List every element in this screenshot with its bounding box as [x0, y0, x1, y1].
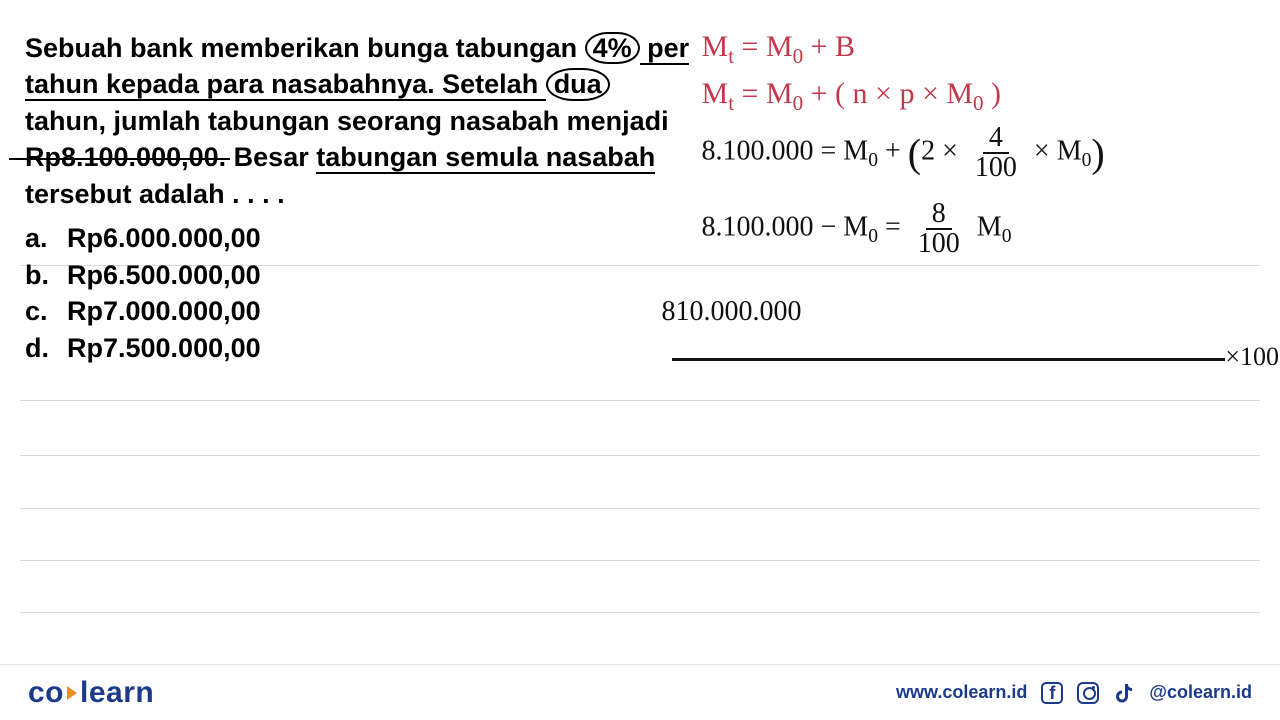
- option-a: a. Rp6.000.000,00: [25, 220, 702, 256]
- working-column: Mt = M0 + B Mt = M0 + ( n × p × M0 ) 8.1…: [702, 30, 1256, 366]
- opt-a-value: Rp6.000.000,00: [67, 220, 261, 256]
- opt-c-value: Rp7.000.000,00: [67, 293, 261, 329]
- instagram-icon[interactable]: [1077, 682, 1099, 704]
- opt-d-letter: d.: [25, 330, 67, 366]
- multiply-rule-line: [672, 358, 1226, 361]
- footer-right: www.colearn.id f @colearn.id: [896, 682, 1252, 704]
- footer: colearn www.colearn.id f @colearn.id: [0, 664, 1280, 720]
- q-line3: tahun, jumlah tabungan seorang nasabah m…: [25, 106, 669, 136]
- opt-b-letter: b.: [25, 257, 67, 293]
- q-line1-pre: Sebuah bank memberikan bunga tabungan: [25, 33, 585, 63]
- facebook-icon[interactable]: f: [1041, 682, 1063, 704]
- q-line4-post: Besar: [226, 142, 316, 172]
- formula-mt-b: Mt = M0 + B: [702, 30, 1256, 69]
- options-list: a. Rp6.000.000,00 b. Rp6.500.000,00 c. R…: [25, 220, 702, 366]
- q-line4-underlined: tabungan semula nasabah: [316, 142, 655, 174]
- circled-4pct: 4%: [585, 32, 640, 64]
- question-column: Sebuah bank memberikan bunga tabungan 4%…: [25, 30, 702, 366]
- q-line2-pre: tahun kepada para nasabahnya. Setelah: [25, 69, 546, 101]
- equation-substitution: 8.100.000 = M0 + (2 × 4100 × M0): [702, 124, 1256, 182]
- q-line4-strike: Rp8.100.000,00.: [25, 142, 226, 172]
- q-line1-post: per: [640, 33, 690, 65]
- opt-b-value: Rp6.500.000,00: [67, 257, 261, 293]
- opt-c-letter: c.: [25, 293, 67, 329]
- footer-url[interactable]: www.colearn.id: [896, 682, 1027, 703]
- logo-triangle-icon: [67, 686, 77, 700]
- formula-mt-expanded: Mt = M0 + ( n × p × M0 ): [702, 77, 1256, 116]
- q-line5: tersebut adalah . . . .: [25, 179, 285, 209]
- equation-rearranged: 8.100.000 − M0 = 8100 M0: [702, 200, 1256, 258]
- tiktok-icon[interactable]: [1113, 682, 1135, 704]
- opt-d-value: Rp7.500.000,00: [67, 330, 261, 366]
- result-810m: 810.000.000: [662, 296, 1256, 328]
- times-100-label: ×100: [1225, 342, 1279, 372]
- colearn-logo: colearn: [28, 676, 154, 710]
- footer-handle[interactable]: @colearn.id: [1149, 682, 1252, 703]
- opt-a-letter: a.: [25, 220, 67, 256]
- option-b: b. Rp6.500.000,00: [25, 257, 702, 293]
- circled-dua: dua: [546, 68, 610, 100]
- logo-learn: learn: [80, 676, 154, 709]
- option-c: c. Rp7.000.000,00: [25, 293, 702, 329]
- logo-co: co: [28, 676, 64, 709]
- option-d: d. Rp7.500.000,00: [25, 330, 702, 366]
- question-text: Sebuah bank memberikan bunga tabungan 4%…: [25, 30, 702, 212]
- content-area: Sebuah bank memberikan bunga tabungan 4%…: [0, 0, 1280, 366]
